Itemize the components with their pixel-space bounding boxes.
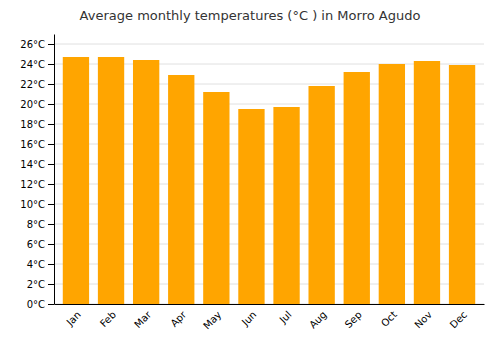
bar (203, 92, 229, 304)
y-tick-mark (48, 64, 54, 65)
y-tick-label: 6°C (27, 239, 45, 250)
y-tick: 20°C (20, 99, 54, 110)
y-tick-mark (48, 204, 54, 205)
x-tick: Jul (277, 309, 294, 326)
y-tick: 24°C (20, 59, 54, 70)
x-tick: Nov (412, 309, 434, 331)
bar (414, 61, 440, 304)
y-tick: 14°C (20, 159, 54, 170)
bars (63, 57, 475, 304)
x-tick-label: Apr (168, 308, 189, 329)
y-tick-label: 12°C (20, 179, 45, 190)
y-tick-mark (48, 84, 54, 85)
y-tick-mark (48, 224, 54, 225)
y-tick-mark (48, 164, 54, 165)
y-tick-label: 8°C (27, 219, 45, 230)
y-tick-mark (48, 244, 54, 245)
x-axis: Jan Feb Mar Apr May Jun Jul Aug Sep Oct Nov Dec (55, 305, 485, 332)
y-tick: 4°C (27, 259, 54, 270)
x-tick: Aug (307, 309, 329, 331)
bar (98, 57, 124, 304)
grid-line (54, 44, 484, 45)
chart-container: 0°C 2°C 4°C 6°C 8°C 10°C 12°C 14°C 16°C 18°C 20°C 2… (0, 0, 500, 350)
y-tick: 0°C (27, 299, 54, 310)
y-tick-label: 2°C (27, 279, 45, 290)
bar (449, 65, 475, 304)
x-tick: Jan (64, 309, 83, 328)
y-tick: 16°C (20, 139, 54, 150)
y-tick-mark (48, 44, 54, 45)
bar (379, 64, 405, 304)
y-axis-line (54, 35, 55, 305)
y-tick-label: 26°C (20, 39, 45, 50)
x-tick-label: Jun (239, 309, 259, 329)
x-tick: Apr (168, 308, 189, 329)
x-tick: Sep (343, 309, 364, 330)
x-tick: Feb (98, 309, 118, 329)
x-tick-label: Aug (307, 309, 329, 331)
y-tick-label: 0°C (27, 299, 45, 310)
y-tick: 8°C (27, 219, 54, 230)
y-tick-mark (48, 284, 54, 285)
y-tick-mark (48, 304, 54, 305)
x-tick-label: May (201, 309, 223, 331)
bar (344, 72, 370, 304)
bar (238, 109, 264, 304)
x-axis-line (55, 304, 485, 305)
y-tick-mark (48, 144, 54, 145)
plot-area: 0°C 2°C 4°C 6°C 8°C 10°C 12°C 14°C 16°C 18°C 20°C 2… (20, 35, 484, 332)
y-tick-label: 14°C (20, 159, 45, 170)
y-tick: 12°C (20, 179, 54, 190)
y-tick-label: 24°C (20, 59, 45, 70)
y-tick: 2°C (27, 279, 54, 290)
x-tick-label: Feb (98, 309, 118, 329)
x-tick-label: Jan (64, 309, 83, 328)
x-tick: Jun (239, 309, 259, 329)
y-tick: 26°C (20, 39, 54, 50)
y-tick-mark (48, 104, 54, 105)
x-tick-label: Mar (132, 308, 154, 330)
y-tick-label: 4°C (27, 259, 45, 270)
y-tick-mark (48, 124, 54, 125)
y-tick: 22°C (20, 79, 54, 90)
y-tick: 10°C (20, 199, 54, 210)
bar (168, 75, 194, 304)
grid (54, 44, 484, 304)
x-tick-label: Dec (448, 309, 469, 330)
bar (63, 57, 89, 304)
bar (133, 60, 159, 304)
y-tick-label: 20°C (20, 99, 45, 110)
x-tick: May (201, 309, 223, 331)
x-tick-label: Sep (343, 309, 364, 330)
y-tick-mark (48, 264, 54, 265)
title: Average monthly temperatures (°C ) in Mo… (80, 8, 421, 23)
x-tick: Dec (448, 309, 469, 330)
y-tick-label: 22°C (20, 79, 45, 90)
y-tick: 6°C (27, 239, 54, 250)
y-tick: 18°C (20, 119, 54, 130)
y-tick-mark (48, 184, 54, 185)
y-axis: 0°C 2°C 4°C 6°C 8°C 10°C 12°C 14°C 16°C 18°C 20°C 2… (20, 35, 54, 310)
x-tick: Mar (132, 308, 154, 330)
y-tick-label: 18°C (20, 119, 45, 130)
x-tick-label: Jul (277, 309, 294, 326)
y-tick-label: 16°C (20, 139, 45, 150)
y-tick-label: 10°C (20, 199, 45, 210)
bar (308, 86, 334, 304)
chart-svg: 0°C 2°C 4°C 6°C 8°C 10°C 12°C 14°C 16°C 18°C 20°C 2… (0, 0, 500, 350)
x-tick-label: Nov (412, 309, 434, 331)
x-tick-label: Oct (379, 309, 399, 329)
bar (273, 107, 299, 304)
x-tick: Oct (379, 309, 399, 329)
